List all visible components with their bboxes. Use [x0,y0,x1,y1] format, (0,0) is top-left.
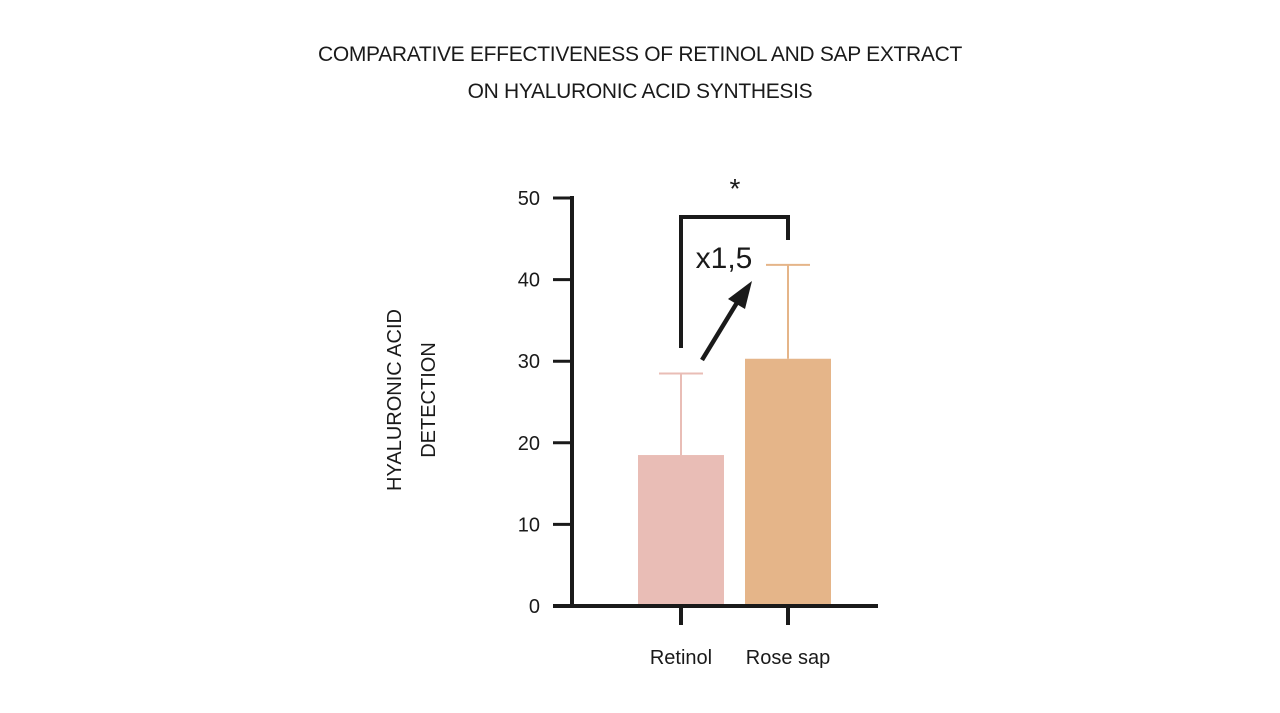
ratio-annotation: x1,5 [696,242,753,275]
chart-title-line-2: ON HYALURONIC ACID SYNTHESIS [467,80,813,103]
x-tick-label-1: Rose sap [746,647,831,669]
bar-0 [638,455,724,606]
y-tick-label-1: 10 [518,514,540,536]
bar-1 [745,358,831,606]
y-tick-label-4: 40 [518,270,540,292]
ratio-arrow-shaft [700,299,740,362]
y-tick-label-0: 0 [529,596,540,618]
x-tick-label-0: Retinol [650,647,712,669]
y-tick-label-3: 30 [518,351,540,373]
significance-marker: * [730,173,741,204]
significance-bracket [679,215,790,348]
ratio-arrow-head [728,281,752,309]
chart-title-line-1: COMPARATIVE EFFECTIVENESS OF RETINOL AND… [317,43,963,66]
y-tick-label-5: 50 [518,188,540,210]
chart-title: COMPARATIVE EFFECTIVENESS OF RETINOL AND… [0,36,1280,110]
y-tick-label-2: 20 [518,433,540,455]
